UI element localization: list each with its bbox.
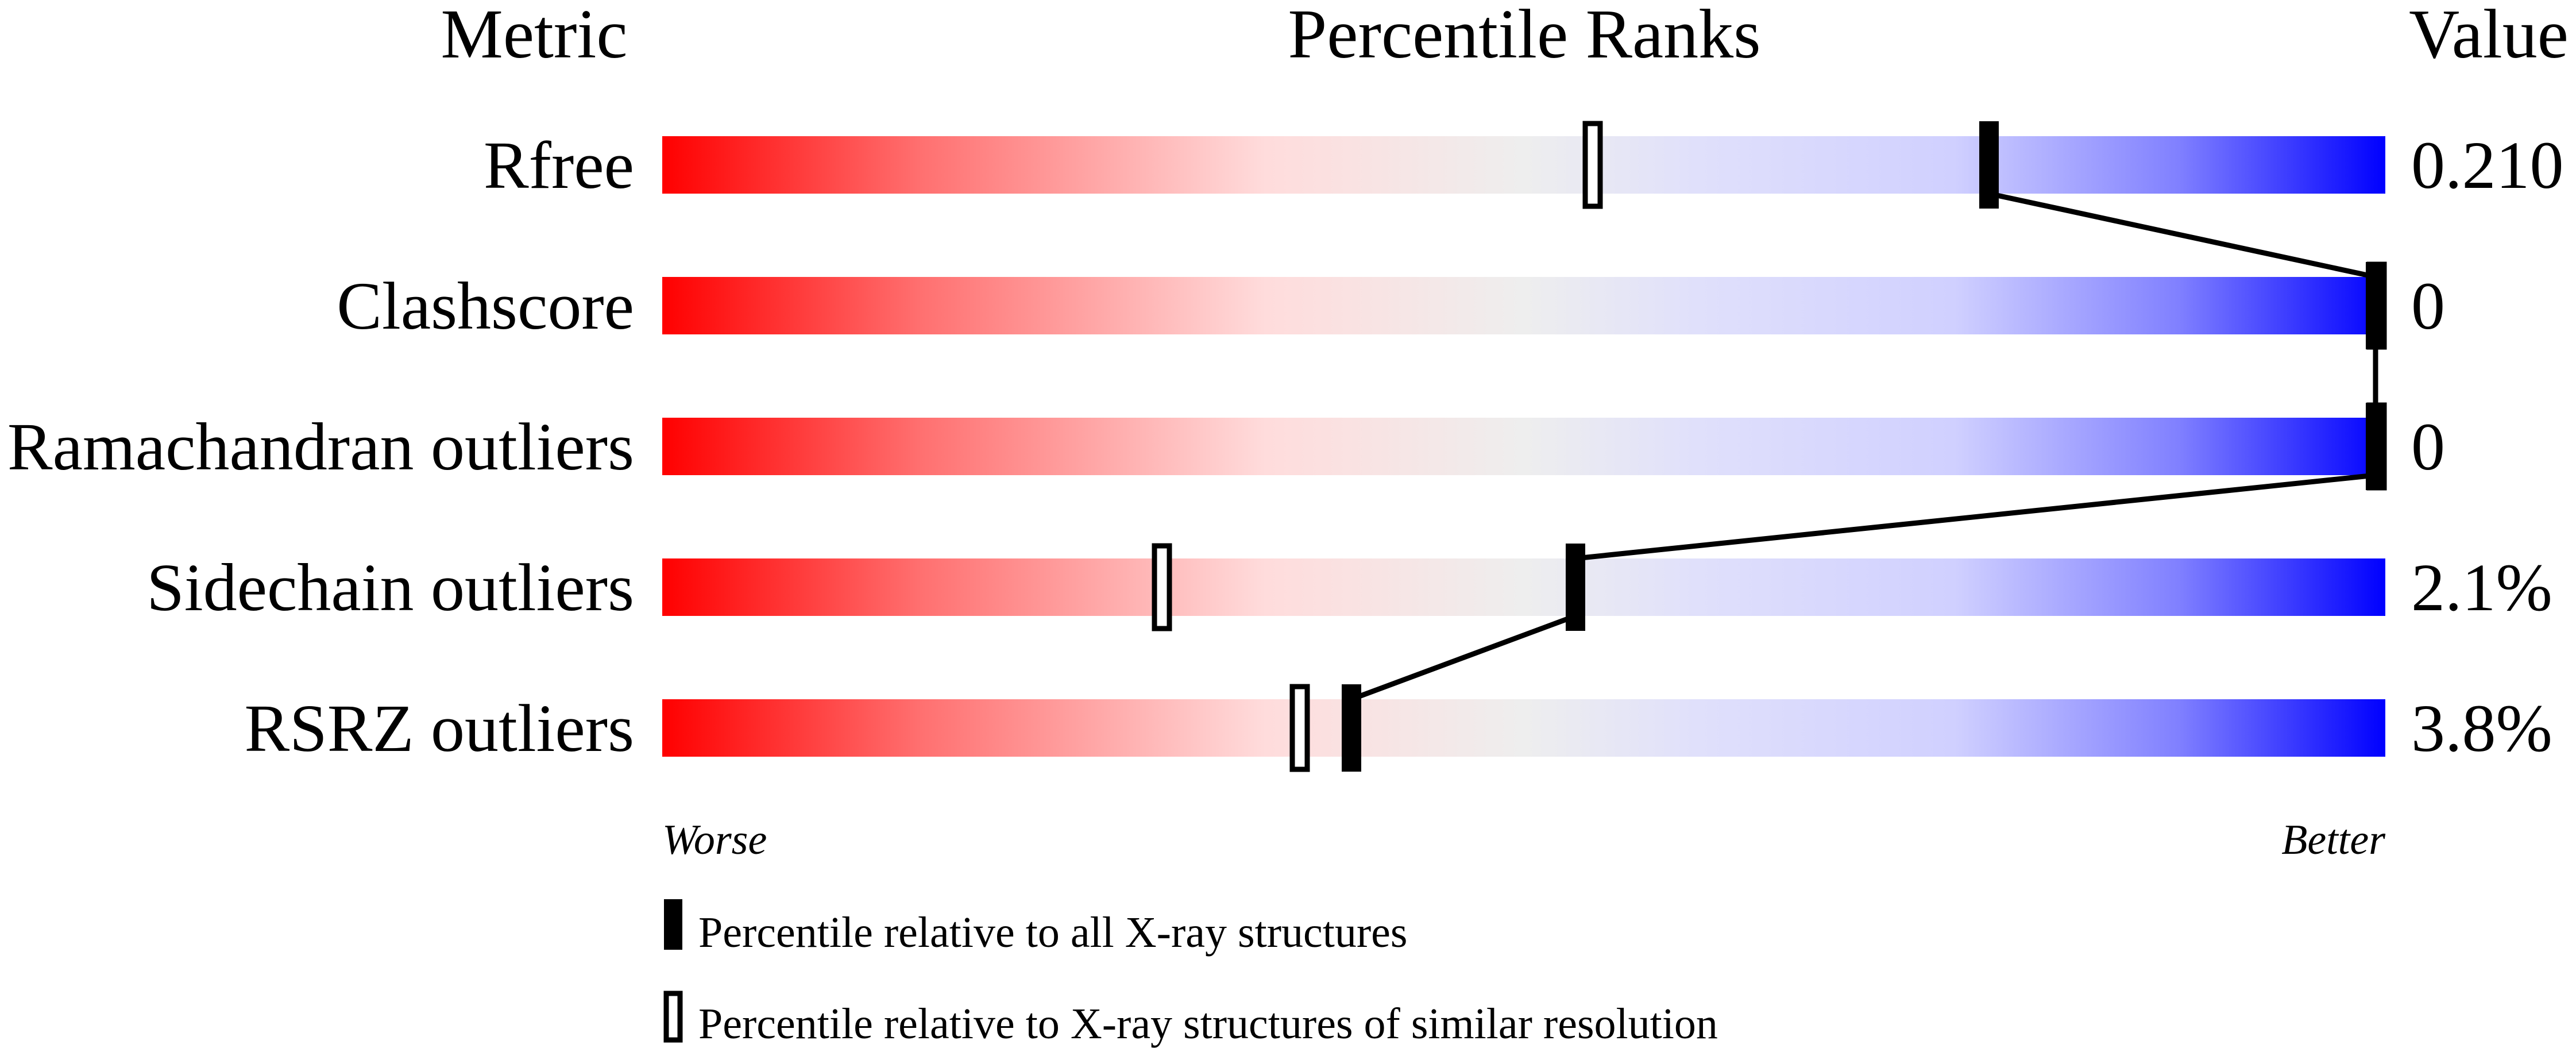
- connector-line: [1350, 613, 1577, 702]
- metric-value: 0: [2411, 268, 2445, 344]
- legend-filled-marker: [664, 899, 682, 950]
- metric-label: Sidechain outliers: [146, 550, 634, 625]
- percentile-bar: [662, 418, 2385, 475]
- percentile-bar: [662, 558, 2385, 616]
- worse-label: Worse: [662, 816, 767, 864]
- legend-all-label: Percentile relative to all X-ray structu…: [698, 908, 1407, 957]
- metric-value: 3.8%: [2411, 691, 2552, 766]
- similar-resolution-marker: [1289, 684, 1310, 772]
- connector-line: [1575, 472, 2376, 561]
- metric-row: Ramachandran outliers 0: [7, 402, 2445, 491]
- legend-similar-label: Percentile relative to X-ray structures …: [698, 1000, 1718, 1048]
- percentile-bar: [662, 136, 2385, 194]
- header-value: Value: [2409, 0, 2569, 73]
- similar-resolution-marker: [1582, 121, 1603, 209]
- header-percentile-ranks: Percentile Ranks: [1288, 0, 1760, 73]
- header-metric: Metric: [441, 0, 627, 73]
- metric-row: Rfree 0.210: [484, 121, 2564, 209]
- metric-row: Sidechain outliers 2.1%: [146, 543, 2552, 631]
- metric-label: RSRZ outliers: [244, 691, 634, 766]
- connector-line: [1988, 191, 2376, 280]
- metric-value: 0: [2411, 409, 2445, 484]
- legend-open-marker: [663, 991, 683, 1043]
- metric-row: RSRZ outliers 3.8%: [244, 684, 2552, 772]
- connector-lines: [1350, 191, 2378, 702]
- metric-label: Ramachandran outliers: [7, 409, 634, 484]
- metric-label: Rfree: [484, 128, 634, 203]
- metric-value: 2.1%: [2411, 550, 2552, 625]
- similar-resolution-marker: [1152, 543, 1172, 631]
- percentile-bar: [662, 277, 2385, 334]
- percentile-bar: [662, 699, 2385, 757]
- metric-value: 0.210: [2411, 128, 2564, 203]
- metric-row: Clashscore 0: [337, 261, 2445, 350]
- better-label: Better: [2281, 816, 2386, 864]
- metric-label: Clashscore: [337, 268, 634, 344]
